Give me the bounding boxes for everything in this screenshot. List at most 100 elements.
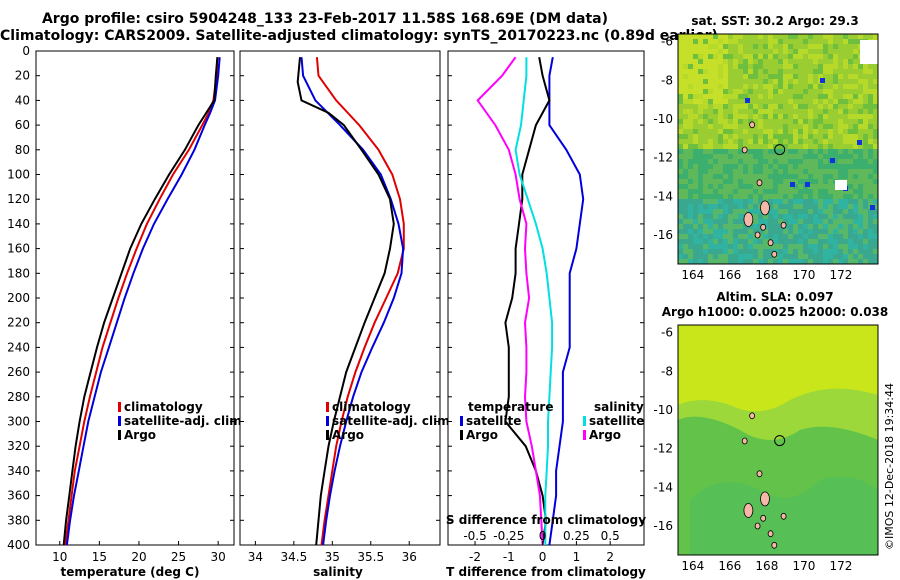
sst-cell — [698, 244, 704, 250]
sst-cell — [798, 154, 804, 160]
sst-cell — [778, 209, 784, 215]
sst-cell — [873, 194, 879, 200]
sst-cell — [748, 89, 754, 95]
salinity-xlabel: salinity — [313, 565, 363, 579]
sst-cell — [788, 104, 794, 110]
sst-cell — [813, 154, 819, 160]
sst-cell — [823, 204, 829, 210]
legend-argo: Argo — [124, 428, 156, 442]
sst-cell — [768, 59, 774, 65]
sst-cell — [708, 204, 714, 210]
figure-title-line1: Argo profile: csiro 5904248_133 23-Feb-2… — [41, 11, 609, 27]
sst-cell — [763, 109, 769, 115]
sst-cell — [803, 239, 809, 245]
x-tick-label: 34.5 — [280, 550, 307, 564]
sst-cell — [848, 234, 854, 240]
sst-cell — [718, 164, 724, 170]
sst-cell — [803, 174, 809, 180]
sst-cell — [738, 124, 744, 130]
sst-cell — [783, 69, 789, 75]
sst-cell — [678, 159, 684, 165]
sst-cell — [708, 99, 714, 105]
sst-cell — [743, 254, 749, 260]
sst-cell — [743, 174, 749, 180]
sst-cell — [848, 39, 854, 45]
sst-cell — [783, 214, 789, 220]
sst-cell — [728, 119, 734, 125]
sst-cell — [863, 239, 869, 245]
sst-cell — [768, 69, 774, 75]
depth-tick-label: 240 — [7, 340, 30, 354]
sst-cell — [708, 199, 714, 205]
sst-cell — [843, 169, 849, 175]
sst-cell — [728, 239, 734, 245]
sst-cell — [783, 129, 789, 135]
sst-cell — [818, 134, 824, 140]
sst-cell — [873, 209, 879, 215]
sst-cell — [688, 124, 694, 130]
sst-cell — [688, 174, 694, 180]
sst-cell — [733, 164, 739, 170]
sst-cell — [763, 89, 769, 95]
sst-cell — [678, 239, 684, 245]
sst-cell — [818, 39, 824, 45]
sst-cell — [808, 94, 814, 100]
sst-cell — [698, 204, 704, 210]
depth-tick-label: 220 — [7, 316, 30, 330]
sst-cell — [803, 114, 809, 120]
sst-cell — [798, 149, 804, 155]
sst-cell — [828, 119, 834, 125]
sst-cell — [718, 219, 724, 225]
sst-cell — [773, 109, 779, 115]
x-tick-label: 1 — [573, 550, 581, 564]
sst-cell — [778, 249, 784, 255]
salinity-legend: climatology satellite-adj. clim. Argo — [326, 400, 454, 442]
sst-cell — [693, 49, 699, 55]
sst-cell — [678, 44, 684, 50]
sst-cell — [858, 174, 864, 180]
sst-cell — [753, 189, 759, 195]
sst-cell — [858, 249, 864, 255]
sst-cell — [808, 69, 814, 75]
sst-cell — [708, 179, 714, 185]
sst-cell — [698, 154, 704, 160]
sst-cell — [758, 89, 764, 95]
sst-cell — [703, 259, 709, 265]
sst-cell — [753, 159, 759, 165]
sst-cell — [783, 54, 789, 60]
sst-cell — [863, 179, 869, 185]
sst-cell — [728, 154, 734, 160]
sst-cell — [823, 94, 829, 100]
sst-cell — [853, 69, 859, 75]
sst-cell — [768, 49, 774, 55]
sst-gap-cell — [745, 98, 750, 103]
sst-cell — [808, 74, 814, 80]
sst-cell — [708, 254, 714, 260]
sla-map-title-line1: Altim. SLA: 0.097 — [716, 290, 834, 304]
sst-cell — [813, 89, 819, 95]
sst-cell — [753, 34, 759, 40]
sst-cell — [728, 74, 734, 80]
sst-cell — [748, 74, 754, 80]
sst-cell — [778, 49, 784, 55]
island — [741, 437, 748, 445]
sst-cell — [713, 169, 719, 175]
sst-cell — [773, 99, 779, 105]
sst-cell — [868, 224, 874, 230]
sst-cell — [868, 194, 874, 200]
sst-cell — [773, 54, 779, 60]
sst-cell — [778, 184, 784, 190]
sst-cell — [678, 174, 684, 180]
sst-cell — [843, 164, 849, 170]
sst-cell — [858, 169, 864, 175]
sst-cell — [798, 159, 804, 165]
sst-cell — [808, 254, 814, 260]
sst-cell — [728, 114, 734, 120]
sst-cell — [698, 144, 704, 150]
sst-cell — [768, 74, 774, 80]
sst-cell — [688, 104, 694, 110]
sst-cell — [688, 114, 694, 120]
sst-cell — [723, 159, 729, 165]
sst-cell — [853, 199, 859, 205]
sst-cell — [833, 209, 839, 215]
